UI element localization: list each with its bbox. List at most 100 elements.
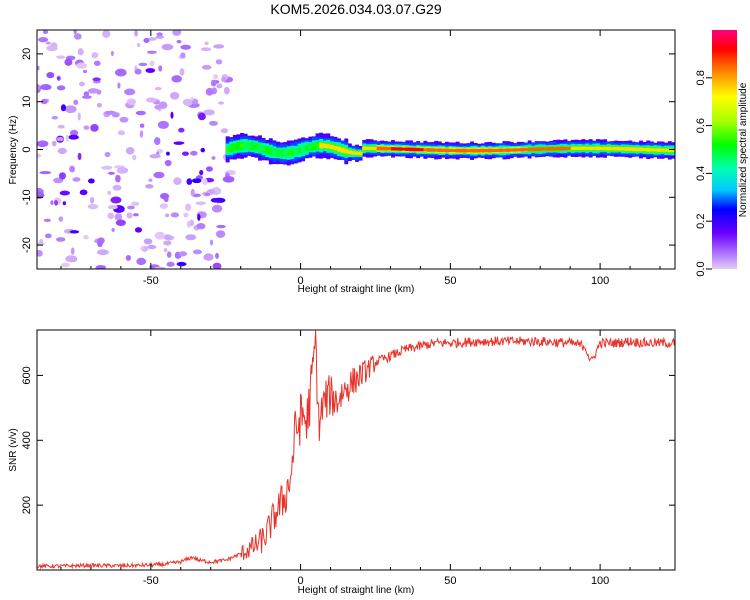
spectrogram-noise-cell <box>190 96 194 101</box>
spectrogram-noise-cell <box>161 43 174 51</box>
colorbar-label: Normalized spectral amplitude <box>738 82 749 217</box>
spectrogram-noise-cell <box>79 189 88 196</box>
spectrogram-noise-cell <box>190 150 198 156</box>
spectrogram-noise-cell <box>69 129 79 137</box>
spectrogram-noise-cell <box>195 201 207 206</box>
spectrogram-x-ticks: -50 0 50 100 <box>60 30 661 287</box>
spectrogram-noise-cell <box>192 249 203 255</box>
colorbar-ticks: 0.0 0.2 0.4 0.6 0.8 <box>695 70 712 277</box>
snr-background <box>37 330 675 570</box>
spectrogram-noise-cell <box>95 264 106 269</box>
spectrogram-noise-cell <box>56 136 64 142</box>
spectrogram-signal-cell <box>502 148 507 152</box>
spectrogram-noise-cell <box>223 86 230 95</box>
spectrogram-noise-cell <box>65 135 69 142</box>
spectrogram-noise-cell <box>92 77 101 82</box>
spectrogram-noise-cell <box>68 134 79 140</box>
spectrogram-signal-cell <box>344 149 349 154</box>
spectrogram-noise-cell <box>157 120 169 129</box>
spectrogram-noise-cell <box>56 55 66 59</box>
spectrogram-signal-cell <box>585 146 590 150</box>
spectrogram-y-tick-label: -10 <box>21 189 33 205</box>
colorbar-tick-label: 0.2 <box>695 214 707 229</box>
colorbar-tick-label: 0.8 <box>695 70 707 85</box>
spectrogram-signal-cell <box>531 147 536 152</box>
spectrogram-noise-cell <box>136 42 141 48</box>
spectrogram-noise-cell <box>154 137 161 146</box>
spectrogram-noise-cell <box>42 30 49 35</box>
spectrogram-noise-cell <box>149 60 155 67</box>
spectrogram-signal-cell <box>455 148 460 153</box>
spectrogram-signal-cell <box>477 148 482 153</box>
spectrogram-noise-cell <box>135 110 146 116</box>
spectrogram-signal-cell <box>232 144 237 150</box>
snr-panel: -50 0 50 100 200 400 600 Height of straight l… <box>8 329 676 596</box>
spectrogram-signal-cell <box>559 146 564 151</box>
spectrogram-signal-cell <box>412 147 417 152</box>
spectrogram-noise-cell <box>173 141 185 145</box>
spectrogram-noise-cell <box>171 75 182 83</box>
spectrogram-signal-cell <box>394 147 399 151</box>
spectrogram-signal-cell <box>351 151 356 155</box>
spectrogram-noise-cell <box>46 72 55 79</box>
spectrogram-noise-cell <box>176 261 187 267</box>
spectrogram-signal-cell <box>466 149 471 153</box>
spectrogram-noise-cell <box>37 191 45 199</box>
spectrogram-noise-cell <box>136 257 147 266</box>
colorbar-gradient <box>712 30 737 269</box>
spectrogram-noise-cell <box>173 177 182 185</box>
spectrogram-noise-cell <box>77 152 82 161</box>
spectrogram-noise-cell <box>65 255 77 263</box>
spectrogram-signal-cell <box>653 148 658 152</box>
spectrogram-signal-cell <box>276 150 280 156</box>
spectrogram-noise-cell <box>44 233 52 239</box>
spectrogram-signal-cell <box>362 146 367 151</box>
spectrogram-signal-cell <box>495 148 500 152</box>
spectrogram-noise-cell <box>90 124 99 132</box>
spectrogram-noise-cell <box>89 196 95 204</box>
spectrogram-noise-cell <box>117 130 125 136</box>
spectrogram-noise-cell <box>145 184 154 189</box>
spectrogram-noise-cell <box>115 174 121 183</box>
spectrogram-noise-cell <box>159 203 169 210</box>
spectrogram-noise-cell <box>164 159 172 167</box>
spectrogram-noise-cell <box>37 84 41 91</box>
spectrogram-noise-cell <box>183 212 189 218</box>
spectrogram-noise-cell <box>210 197 220 203</box>
spectrogram-noise-cell <box>82 69 88 74</box>
snr-x-tick-label: -50 <box>143 575 159 587</box>
snr-series-line <box>37 330 675 570</box>
spectrogram-noise-cell <box>205 166 213 172</box>
spectrogram-noise-cell <box>102 30 111 38</box>
spectrogram-signal-cell <box>333 145 338 151</box>
spectrogram-signal-cell <box>283 151 288 156</box>
spectrogram-signal-cell <box>401 147 406 151</box>
spectrogram-noise-cell <box>101 165 113 170</box>
spectrogram-noise-cell <box>186 178 193 185</box>
spectrogram-signal-cell <box>268 148 273 154</box>
spectrogram-signal-cell <box>480 148 485 153</box>
spectrogram-signal-cell <box>405 147 410 152</box>
spectrogram-noise-cell <box>114 68 127 77</box>
spectrogram-noise-cell <box>176 39 182 44</box>
spectrogram-noise-cell <box>97 239 103 248</box>
spectrogram-signal-cell <box>329 144 334 150</box>
snr-x-tick-label: 100 <box>591 575 609 587</box>
spectrogram-signal-cell <box>671 148 675 152</box>
spectrogram-signal-cell <box>552 147 557 151</box>
spectrogram-signal-cell <box>462 148 467 153</box>
spectrogram-noise-cell <box>125 255 132 261</box>
snr-x-tick-label: 0 <box>298 575 304 587</box>
spectrogram-noise-cell <box>209 239 214 246</box>
spectrogram-noise-cell <box>215 59 223 65</box>
colorbar-tick-label: 0.0 <box>695 261 707 276</box>
spectrogram-noise-cell <box>165 213 170 218</box>
spectrogram-noise-cell <box>83 235 89 240</box>
spectrogram-noise-cell <box>191 98 199 105</box>
spectrogram-signal-cell <box>279 150 284 156</box>
spectrogram-noise-cell <box>50 200 54 205</box>
spectrogram-noise-cell <box>185 234 197 241</box>
spectrogram-noise-cell <box>87 203 99 210</box>
spectrogram-noise-cell <box>215 230 226 238</box>
